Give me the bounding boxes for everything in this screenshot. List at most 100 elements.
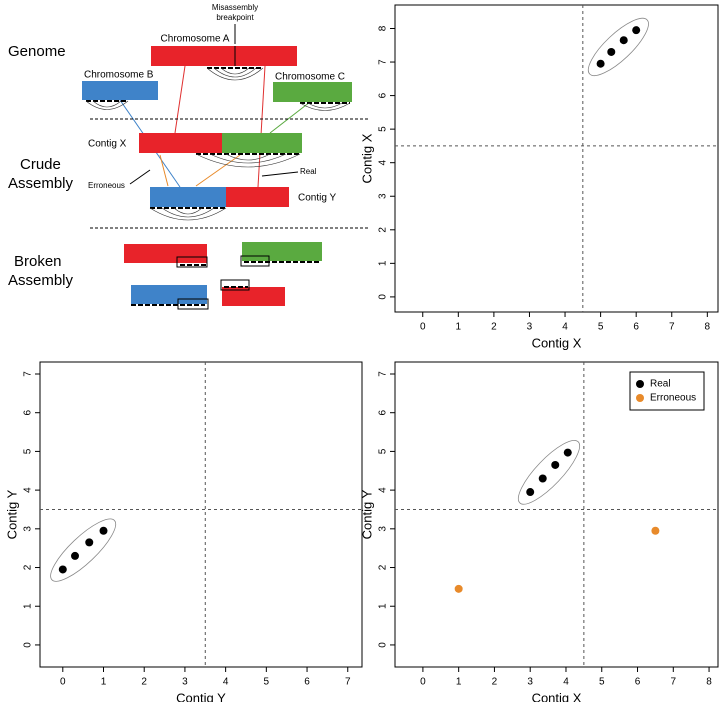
chromosome-c — [273, 82, 352, 102]
point — [619, 36, 628, 45]
point — [607, 47, 616, 56]
link — [159, 154, 169, 187]
broken-label: Broken — [14, 253, 62, 270]
y-tick-label: 2 — [23, 564, 34, 570]
plot-frame — [394, 361, 719, 668]
real-label: Real — [300, 167, 317, 176]
arrow — [129, 169, 151, 185]
point — [71, 551, 80, 560]
y-tick-label: 1 — [23, 603, 34, 609]
point — [526, 488, 535, 497]
y-tick-label: 6 — [378, 92, 389, 98]
point — [99, 526, 108, 535]
broken-label: Assembly — [8, 272, 74, 289]
y-tick-label: 5 — [23, 448, 34, 454]
genome-label: Genome — [8, 43, 66, 60]
broken-piece — [222, 287, 285, 306]
diagram: Genome Crude Assembly Broken Assembly Mi… — [8, 3, 370, 310]
broken-piece — [124, 244, 207, 263]
point — [563, 448, 572, 457]
chromosome-b — [82, 81, 158, 100]
contig-x-part — [139, 133, 222, 153]
x-tick-label: 8 — [706, 677, 712, 688]
crude-label: Crude — [20, 156, 61, 173]
point — [632, 26, 641, 35]
x-tick-label: 2 — [491, 322, 497, 333]
y-tick-label: 0 — [23, 642, 34, 648]
y-tick-label: 4 — [378, 159, 389, 165]
x-tick-label: 6 — [633, 322, 639, 333]
x-tick-label: 2 — [141, 677, 147, 688]
contig-label: Contig X — [88, 139, 127, 150]
cluster-outline — [517, 440, 580, 505]
broken-piece — [242, 242, 322, 261]
contig-y-part — [150, 187, 226, 207]
y-tick-label: 3 — [23, 526, 34, 532]
scatter-chart: 0 1 2 3 4 5 6 7 0 1 2 3 4 5 6 7 Contig Y Contig Y — [4, 361, 363, 702]
x-tick-label: 2 — [492, 677, 498, 688]
x-tick-label: 0 — [420, 677, 426, 688]
erroneous-label: Erroneous — [88, 181, 125, 190]
cluster-outline — [587, 17, 649, 77]
x-tick-label: 6 — [304, 677, 310, 688]
cluster-outline — [50, 518, 117, 582]
x-tick-label: 0 — [420, 322, 426, 333]
y-tick-label: 0 — [378, 294, 389, 300]
y-tick-label: 3 — [378, 193, 389, 199]
point — [651, 526, 660, 535]
x-tick-label: 4 — [563, 677, 569, 688]
y-tick-label: 4 — [378, 487, 389, 493]
x-tick-label: 0 — [60, 677, 66, 688]
x-tick-label: 1 — [101, 677, 107, 688]
y-tick-label: 6 — [23, 409, 34, 415]
y-axis-label: Contig Y — [359, 489, 374, 539]
x-tick-label: 7 — [669, 322, 675, 333]
x-tick-label: 4 — [562, 322, 568, 333]
broken-piece — [131, 285, 207, 304]
y-axis-label: Contig Y — [4, 489, 19, 539]
link — [174, 65, 186, 134]
y-tick-label: 2 — [378, 227, 389, 233]
legend-frame — [629, 371, 705, 411]
x-axis-label: Contig Y — [176, 690, 226, 702]
x-tick-label: 3 — [527, 322, 533, 333]
x-tick-label: 6 — [635, 677, 641, 688]
x-axis-label: Contig X — [532, 335, 582, 350]
y-tick-label: 0 — [378, 642, 389, 648]
plot-frame — [39, 361, 363, 668]
point — [538, 474, 547, 483]
y-tick-label: 4 — [23, 487, 34, 493]
point — [58, 565, 67, 574]
chromosome-label: Chromosome A — [161, 34, 230, 45]
contig-label: Contig Y — [298, 193, 337, 204]
point — [85, 538, 94, 547]
point — [596, 59, 605, 68]
x-tick-label: 7 — [345, 677, 351, 688]
legend-swatch — [636, 380, 644, 388]
x-tick-label: 7 — [671, 677, 677, 688]
legend-label: Erroneous — [650, 393, 696, 404]
y-tick-label: 1 — [378, 603, 389, 609]
y-tick-label: 8 — [378, 25, 389, 31]
y-tick-label: 6 — [378, 409, 389, 415]
arrow — [261, 171, 299, 177]
chromosome-a — [151, 46, 297, 66]
x-tick-label: 4 — [223, 677, 229, 688]
contig-x-part — [222, 133, 302, 153]
x-tick-label: 5 — [598, 322, 604, 333]
y-tick-label: 5 — [378, 448, 389, 454]
y-tick-label: 7 — [23, 371, 34, 377]
point — [551, 460, 560, 469]
scatter-chart: 0 1 2 3 4 5 6 7 8 0 1 2 3 4 5 6 7 Contig X Contig Y Real Err… — [359, 361, 719, 702]
x-tick-label: 1 — [456, 677, 462, 688]
x-tick-label: 1 — [456, 322, 462, 333]
x-tick-label: 5 — [264, 677, 270, 688]
point — [454, 584, 463, 593]
kmers — [85, 67, 351, 310]
y-tick-label: 3 — [378, 526, 389, 532]
y-tick-label: 7 — [378, 59, 389, 65]
y-axis-label: Contig X — [359, 133, 374, 183]
y-tick-label: 1 — [378, 260, 389, 266]
breakpoint-label: Misassembly — [212, 3, 258, 12]
